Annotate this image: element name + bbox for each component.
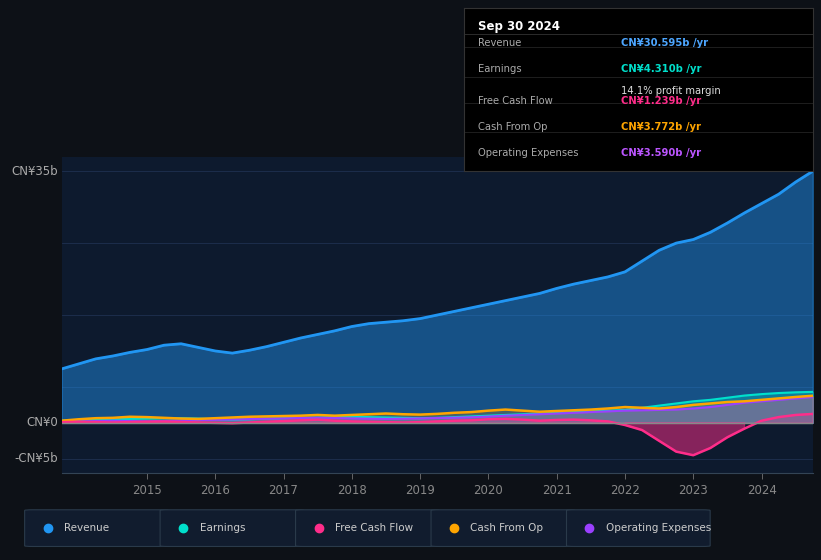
Text: Earnings: Earnings bbox=[200, 523, 245, 533]
Text: Cash From Op: Cash From Op bbox=[470, 523, 544, 533]
FancyBboxPatch shape bbox=[296, 510, 439, 547]
Text: Operating Expenses: Operating Expenses bbox=[606, 523, 711, 533]
FancyBboxPatch shape bbox=[431, 510, 575, 547]
Text: CN¥4.310b /yr: CN¥4.310b /yr bbox=[621, 64, 701, 74]
Text: Revenue: Revenue bbox=[64, 523, 109, 533]
Text: Cash From Op: Cash From Op bbox=[478, 122, 548, 132]
Text: Sep 30 2024: Sep 30 2024 bbox=[478, 20, 560, 33]
Text: CN¥0: CN¥0 bbox=[26, 417, 57, 430]
Text: Free Cash Flow: Free Cash Flow bbox=[335, 523, 413, 533]
Text: Revenue: Revenue bbox=[478, 38, 521, 48]
Text: 14.1% profit margin: 14.1% profit margin bbox=[621, 86, 721, 96]
Text: -CN¥5b: -CN¥5b bbox=[14, 452, 57, 465]
Text: CN¥35b: CN¥35b bbox=[11, 165, 57, 178]
Text: CN¥3.590b /yr: CN¥3.590b /yr bbox=[621, 148, 701, 158]
Text: CN¥1.239b /yr: CN¥1.239b /yr bbox=[621, 96, 701, 106]
FancyBboxPatch shape bbox=[566, 510, 710, 547]
Text: Operating Expenses: Operating Expenses bbox=[478, 148, 578, 158]
FancyBboxPatch shape bbox=[25, 510, 168, 547]
Text: CN¥3.772b /yr: CN¥3.772b /yr bbox=[621, 122, 701, 132]
FancyBboxPatch shape bbox=[160, 510, 304, 547]
Text: Earnings: Earnings bbox=[478, 64, 521, 74]
Text: CN¥30.595b /yr: CN¥30.595b /yr bbox=[621, 38, 708, 48]
Text: Free Cash Flow: Free Cash Flow bbox=[478, 96, 553, 106]
